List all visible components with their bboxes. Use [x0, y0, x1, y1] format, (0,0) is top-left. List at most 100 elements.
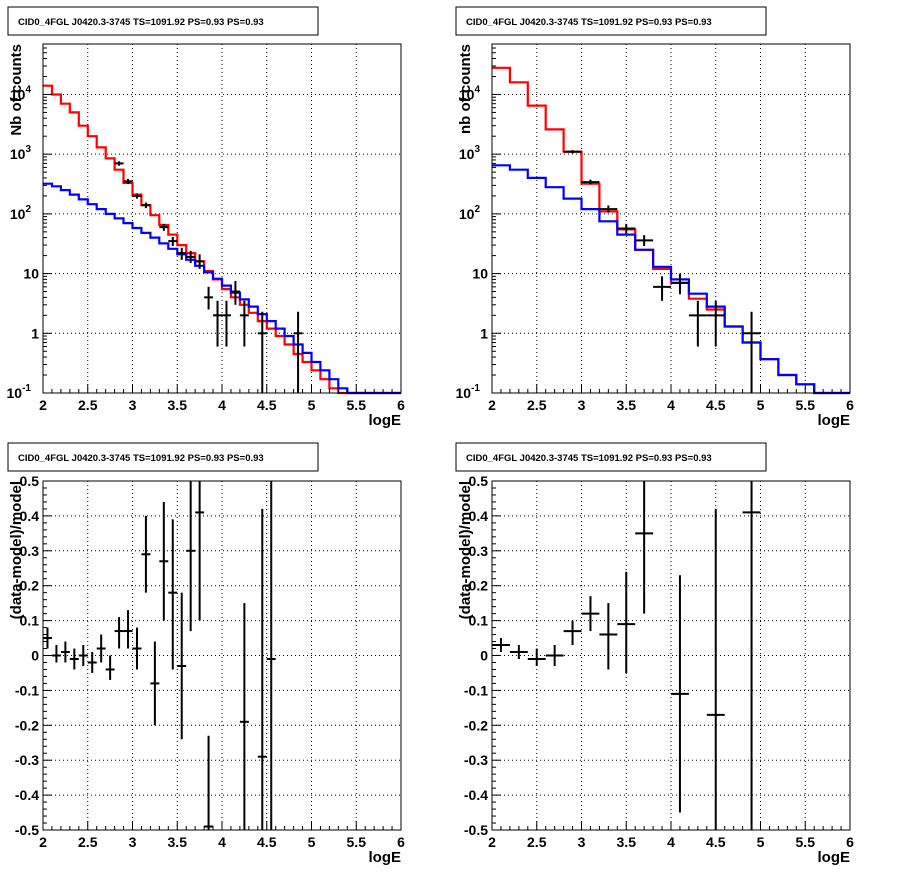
y-tick-label: 0.2 [469, 578, 489, 594]
data-point [114, 617, 124, 649]
data-point [492, 638, 510, 653]
x-tick-label: 3.5 [617, 397, 637, 413]
data-point [599, 205, 618, 213]
x-axis: 2 2.5 3 3.5 4 4.5 5 5.5 6 [39, 821, 405, 850]
data-point [671, 273, 689, 295]
x-tick-label: 5 [308, 397, 316, 413]
data-points [492, 481, 761, 830]
x-tick-label: 6 [397, 397, 405, 413]
data-point [581, 179, 600, 185]
data-point [159, 223, 169, 231]
y-tick-label: 103 [459, 144, 481, 162]
x-axis-label: logE [369, 412, 402, 429]
title-box [455, 6, 767, 36]
y-axis: -0.5 -0.4 -0.3 -0.2 -0.1 0 0.1 0.2 0.3 0.4 0.5 [15, 473, 52, 838]
data-points [114, 161, 303, 393]
data-point [617, 223, 636, 234]
y-tick-label: -0.1 [464, 682, 488, 698]
data-point [581, 596, 600, 632]
x-axis-label: logE [818, 849, 851, 866]
data-point [150, 641, 160, 726]
y-tick-label: 0.1 [20, 613, 40, 629]
x-tick-label: 4 [667, 834, 675, 850]
x-axis: 2 2.5 3 3.5 4 4.5 5 5.5 6 [39, 384, 405, 413]
data-point [266, 481, 276, 830]
data-point [78, 645, 88, 666]
data-point [123, 610, 133, 649]
y-tick-label: -0.4 [15, 787, 39, 803]
data-point [563, 150, 582, 154]
data-point [635, 235, 654, 246]
x-tick-label: 2.5 [78, 834, 98, 850]
x-tick-label: 3 [578, 397, 586, 413]
x-tick-label: 5 [757, 397, 765, 413]
data-point [132, 193, 142, 199]
x-tick-label: 6 [846, 397, 854, 413]
x-tick-label: 4 [218, 834, 226, 850]
x-tick-label: 4.5 [706, 397, 726, 413]
data-point [635, 481, 654, 614]
y-tick-label: 0.1 [469, 613, 489, 629]
x-tick-label: 6 [397, 834, 405, 850]
y-tick-label: 0.4 [20, 508, 40, 524]
y-tick-label: 102 [10, 204, 32, 222]
data-point [509, 645, 528, 659]
data-point [688, 300, 707, 347]
x-tick-label: 4 [218, 397, 226, 413]
data-point [177, 247, 187, 260]
x-tick-label: 2.5 [78, 397, 98, 413]
y-tick-label: 104 [10, 84, 32, 102]
y-tick-label: 10-1 [456, 383, 481, 401]
series-line-red [43, 84, 401, 395]
data-point [96, 634, 106, 663]
chart-title: CID0_4FGL J0420.3-3745 TS=1091.92 PS=0.9… [18, 453, 264, 464]
x-tick-label: 4.5 [257, 834, 277, 850]
x-tick-label: 5 [308, 834, 316, 850]
x-tick-label: 2 [39, 397, 47, 413]
x-tick-label: 2.5 [527, 397, 547, 413]
x-axis: 2 2.5 3 3.5 4 4.5 5 5.5 6 [488, 821, 854, 850]
y-tick-label: 102 [459, 204, 481, 222]
data-point [204, 286, 214, 310]
x-tick-label: 3.5 [617, 834, 637, 850]
data-point [706, 300, 725, 347]
x-tick-label: 5.5 [347, 834, 367, 850]
x-tick-label: 3.5 [168, 834, 188, 850]
data-point [213, 300, 222, 347]
data-point [105, 655, 115, 680]
data-point [186, 250, 196, 264]
x-tick-label: 3 [578, 834, 586, 850]
y-tick-label: 0.3 [20, 543, 40, 559]
y-tick-label: -0.3 [15, 752, 39, 768]
title-box [455, 442, 767, 472]
data-point [239, 603, 249, 830]
x-tick-label: 4.5 [706, 834, 726, 850]
data-point [257, 311, 267, 393]
data-point [141, 202, 151, 209]
data-points [43, 481, 276, 830]
chart-title: CID0_4FGL J0420.3-3745 TS=1091.92 PS=0.9… [18, 17, 264, 28]
chart-title: CID0_4FGL J0420.3-3745 TS=1091.92 PS=0.9… [466, 17, 712, 28]
x-tick-label: 3 [129, 397, 137, 413]
y-tick-label: -0.2 [15, 717, 39, 733]
x-tick-label: 4.5 [257, 397, 277, 413]
y-tick-label: 103 [10, 144, 32, 162]
data-point [204, 735, 214, 830]
x-tick-label: 2 [39, 834, 47, 850]
y-tick-label: -0.5 [464, 822, 488, 838]
title-box [7, 442, 319, 472]
data-point [87, 652, 97, 673]
y-axis-label: (data-model)/model [8, 481, 25, 619]
x-tick-label: 5.5 [347, 397, 367, 413]
data-point [195, 254, 205, 269]
data-point [293, 311, 303, 393]
panel-bottom-right: 2 2.5 3 3.5 4 4.5 5 5.5 6logE-0.5-0.4-0.3-0.2-0.… [455, 442, 854, 866]
x-tick-label: 3.5 [168, 397, 188, 413]
y-tick-label: 1 [31, 325, 39, 341]
x-tick-label: 2 [488, 834, 496, 850]
y-axis-label: (data-model)/model [457, 481, 474, 619]
data-point [230, 281, 240, 305]
x-tick-label: 2.5 [527, 834, 547, 850]
y-tick-label: -0.3 [464, 752, 488, 768]
